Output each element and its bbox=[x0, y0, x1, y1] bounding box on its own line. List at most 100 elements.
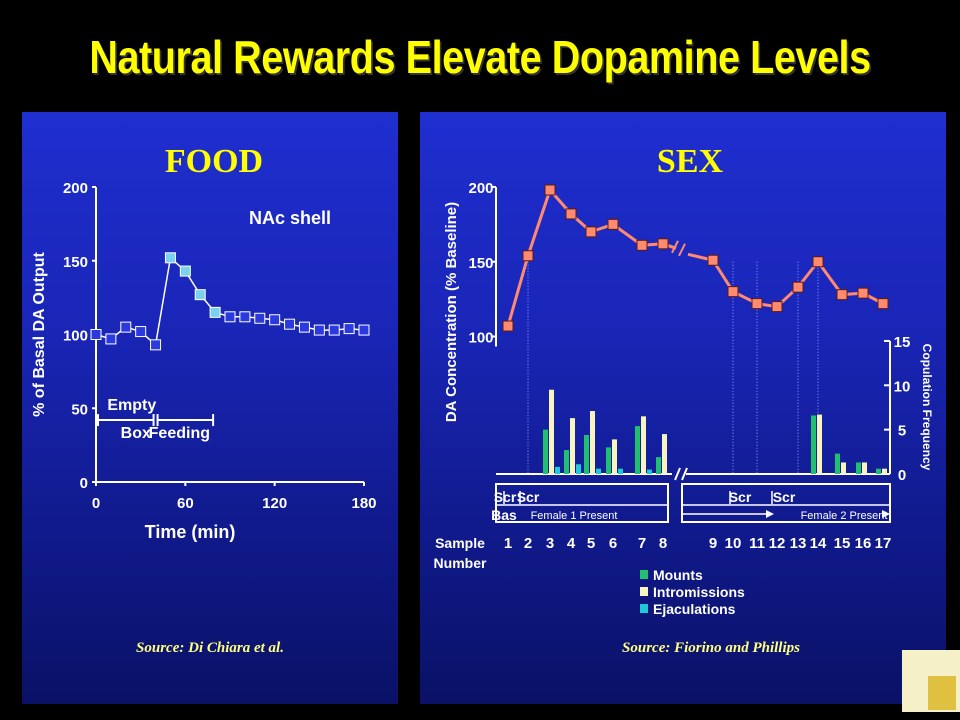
sex-line-break bbox=[671, 240, 679, 254]
sex-legend-swatch bbox=[640, 604, 648, 613]
sex-title: SEX bbox=[657, 143, 724, 180]
sex-legend-label: Intromissions bbox=[653, 584, 745, 600]
sex-data-point bbox=[707, 254, 719, 266]
sex-segment-label: Female 1 Present bbox=[531, 510, 618, 522]
sex-data-point bbox=[522, 250, 534, 262]
food-x-tick-label: 60 bbox=[177, 495, 194, 512]
sex-bar-intromissions bbox=[570, 418, 575, 474]
food-phase-label: Feeding bbox=[149, 425, 210, 442]
food-data-point bbox=[209, 306, 221, 318]
sex-legend-swatch bbox=[640, 587, 648, 596]
food-y-tick-label: 150 bbox=[63, 254, 88, 271]
sex-segment-label: Bas bbox=[491, 507, 517, 523]
food-data-point bbox=[254, 312, 266, 324]
sex-axis-break bbox=[674, 467, 681, 481]
sex-line-break bbox=[678, 243, 686, 257]
sex-da-line bbox=[687, 252, 884, 309]
food-y-tick-label: 200 bbox=[63, 180, 88, 197]
sex-arrow-head bbox=[882, 510, 890, 518]
sex-bar-ejaculations bbox=[596, 468, 601, 474]
sex-x-label: Sample Number bbox=[434, 535, 487, 571]
sex-y2-tick-label: 10 bbox=[894, 378, 911, 395]
sex-bar-mounts bbox=[606, 447, 611, 474]
sex-sample-number: 11 bbox=[749, 535, 765, 552]
food-data-point bbox=[224, 311, 236, 323]
sex-bar-ejaculations bbox=[647, 469, 652, 474]
food-phase-label: Empty bbox=[107, 397, 156, 414]
sex-data-point bbox=[836, 289, 848, 301]
sex-segment-label: Scr bbox=[729, 489, 752, 505]
slide-title: Natural Rewards Elevate Dopamine Levels bbox=[89, 31, 871, 83]
sex-bar-intromissions bbox=[662, 434, 667, 474]
sex-bar-intromissions bbox=[612, 439, 617, 474]
food-y-tick-label: 100 bbox=[63, 328, 88, 345]
sex-sample-number: 2 bbox=[524, 535, 532, 552]
sex-bar-ejaculations bbox=[618, 468, 623, 474]
sex-y-label: DA Concentration (% Baseline) bbox=[443, 202, 460, 422]
sex-y-tick-label: 150 bbox=[468, 255, 493, 272]
sex-axis-break bbox=[681, 467, 688, 481]
sex-y2-tick-label: 0 bbox=[898, 467, 906, 484]
food-phase-label: Box bbox=[121, 425, 151, 442]
food-panel: FOOD NAc shell 0 50 100 150 200 0 60 120 180 Time (… bbox=[22, 112, 398, 704]
sex-y2-label: Copulation Frequency bbox=[920, 344, 934, 471]
sex-legend-swatch bbox=[640, 570, 648, 579]
food-data-point bbox=[90, 329, 102, 340]
food-data-point bbox=[269, 314, 281, 326]
sex-legend-label: Mounts bbox=[653, 567, 703, 583]
food-title: FOOD bbox=[165, 143, 263, 180]
food-annotation: NAc shell bbox=[249, 208, 331, 228]
sex-sample-number: 8 bbox=[659, 535, 667, 552]
food-data-point bbox=[358, 324, 370, 336]
sex-y2-tick-label: 5 bbox=[898, 423, 906, 440]
sex-legend-label: Ejaculations bbox=[653, 601, 736, 617]
sex-sample-number: 13 bbox=[790, 535, 807, 552]
sex-segment-box bbox=[681, 483, 891, 523]
food-data-point bbox=[135, 326, 147, 338]
sex-bar-ejaculations bbox=[555, 466, 560, 474]
sex-data-point bbox=[657, 238, 669, 250]
sex-y2-tick-label: 15 bbox=[894, 334, 911, 351]
food-data-point bbox=[328, 324, 340, 336]
food-data-point bbox=[179, 265, 191, 277]
sex-bar-mounts bbox=[811, 415, 816, 474]
sex-data-point bbox=[636, 239, 648, 251]
food-source: Source: Di Chiara et al. bbox=[136, 640, 284, 656]
sex-bar-intromissions bbox=[841, 462, 846, 474]
sex-bar-mounts bbox=[584, 434, 589, 474]
sex-bar-mounts bbox=[835, 453, 840, 474]
sex-data-point bbox=[544, 184, 556, 196]
sex-data-point bbox=[607, 218, 619, 230]
sex-sample-number: 14 bbox=[810, 535, 827, 552]
sex-bar-intromissions bbox=[549, 389, 554, 474]
food-data-point bbox=[284, 318, 296, 330]
sex-sample-number: 7 bbox=[638, 535, 646, 552]
sex-data-point bbox=[502, 320, 514, 332]
food-data-point bbox=[298, 321, 310, 333]
sex-data-point bbox=[857, 287, 869, 299]
sex-bar-mounts bbox=[635, 426, 640, 474]
sex-source: Source: Fiorino and Phillips bbox=[622, 640, 800, 656]
food-data-point bbox=[150, 339, 162, 351]
sex-bar-intromissions bbox=[882, 468, 887, 474]
sex-data-point bbox=[751, 298, 763, 310]
sex-sample-number: 9 bbox=[709, 535, 717, 552]
sex-arrow-head bbox=[766, 510, 774, 518]
food-data-point bbox=[343, 323, 355, 335]
sex-bar-mounts bbox=[856, 462, 861, 474]
sex-data-point bbox=[727, 286, 739, 298]
sex-data-point bbox=[877, 298, 889, 310]
sex-sample-number: 3 bbox=[546, 535, 554, 552]
sex-sample-number: 10 bbox=[725, 535, 742, 552]
sex-sample-number: 6 bbox=[609, 535, 617, 552]
sex-sample-number: 1 bbox=[504, 535, 512, 552]
sex-data-point bbox=[792, 281, 804, 293]
sex-y-tick-label: 100 bbox=[468, 330, 493, 347]
sex-y-tick-label: 200 bbox=[468, 180, 493, 197]
sex-panel: SEX 100 150 200 DA Concentration (% Baseline… bbox=[420, 112, 946, 704]
food-x-tick-label: 0 bbox=[92, 495, 100, 512]
sex-data-point bbox=[565, 208, 577, 220]
food-x-tick-label: 120 bbox=[262, 495, 287, 512]
sex-segment-label: Female 2 Present bbox=[801, 510, 888, 522]
